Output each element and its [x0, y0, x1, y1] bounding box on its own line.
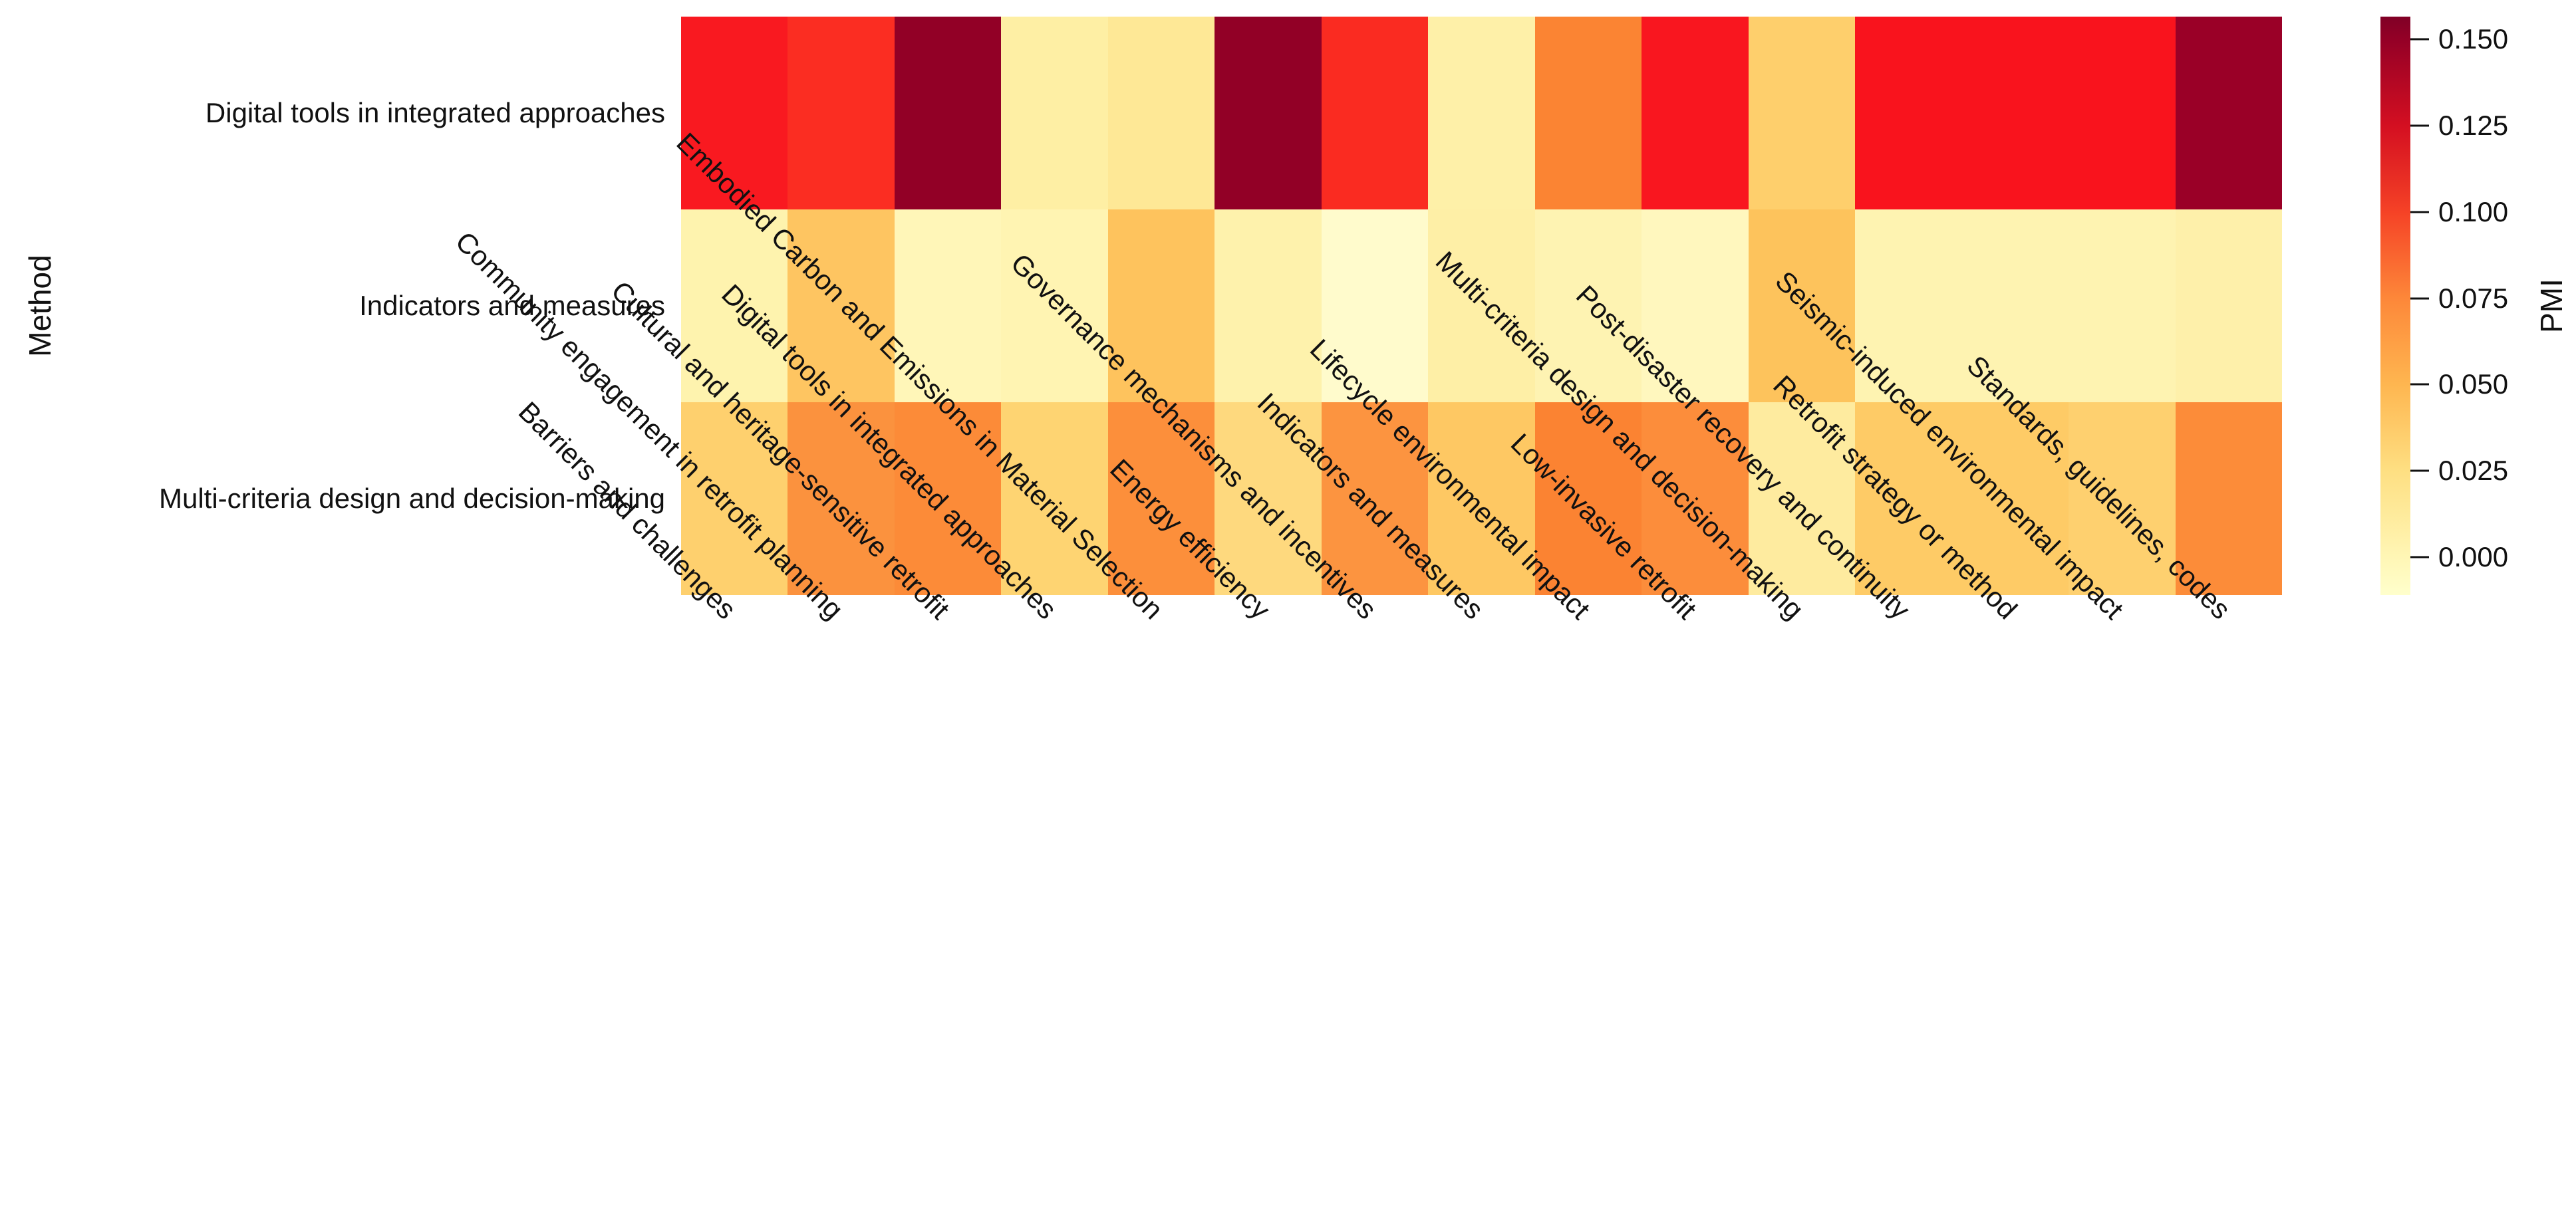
heatmap-cell: [1107, 17, 1215, 209]
heatmap-cell: [1428, 209, 1535, 402]
heatmap-grid: [681, 17, 2282, 595]
heatmap-cell: [2175, 209, 2282, 402]
heatmap-cell: [1534, 17, 1642, 209]
heatmap-cell: [1748, 402, 1856, 595]
y-tick-label: Multi-criteria design and decision-makin…: [158, 483, 665, 514]
heatmap-cell: [787, 17, 895, 209]
colorbar-title: PMI: [2534, 279, 2569, 333]
colorbar-tick-label: 0.150: [2438, 23, 2509, 55]
heatmap-cell: [1748, 17, 1856, 209]
colorbar-tick-mark: [2410, 383, 2429, 386]
heatmap-cell: [1321, 402, 1429, 595]
colorbar-tick-label: 0.050: [2438, 368, 2509, 400]
colorbar-gradient: [2380, 17, 2410, 595]
heatmap-cell: [894, 402, 1002, 595]
y-tick-label: Digital tools in integrated approaches: [205, 97, 665, 128]
heatmap-cell: [2069, 17, 2176, 209]
heatmap-cell: [1321, 17, 1429, 209]
heatmap-cell: [1642, 17, 1749, 209]
heatmap-cell: [1321, 209, 1429, 402]
colorbar-tick-mark: [2410, 469, 2429, 472]
colorbar-tick-label: 0.075: [2438, 282, 2509, 314]
heatmap-cell: [1961, 402, 2069, 595]
colorbar-tick-mark: [2410, 124, 2429, 127]
heatmap-cell: [2069, 209, 2176, 402]
heatmap-cell: [1001, 17, 1108, 209]
heatmap-cell: [1001, 209, 1108, 402]
heatmap-cell: [894, 17, 1002, 209]
heatmap-cell: [1428, 402, 1535, 595]
colorbar-tick-mark: [2410, 38, 2429, 41]
heatmap-cell: [1855, 17, 1962, 209]
heatmap-cell: [1001, 402, 1108, 595]
colorbar-tick-mark: [2410, 556, 2429, 558]
heatmap-cell: [1748, 209, 1856, 402]
heatmap-cell: [1642, 209, 1749, 402]
heatmap-cell: [894, 209, 1002, 402]
y-axis-title: Method: [23, 255, 57, 357]
colorbar-tick-label: 0.125: [2438, 109, 2509, 141]
heatmap-cell: [1107, 402, 1215, 595]
colorbar-tick-mark: [2410, 211, 2429, 213]
heatmap-cell: [1215, 402, 1322, 595]
heatmap-cell: [1534, 209, 1642, 402]
heatmap-cell: [1534, 402, 1642, 595]
heatmap-cell: [1855, 209, 1962, 402]
heatmap-cell: [2069, 402, 2176, 595]
heatmap-cell: [1961, 209, 2069, 402]
colorbar-tick-mark: [2410, 297, 2429, 299]
heatmap-cell: [1855, 402, 1962, 595]
heatmap-cell: [1428, 17, 1535, 209]
colorbar-tick-label: 0.000: [2438, 541, 2509, 572]
heatmap-cell: [787, 402, 895, 595]
heatmap-cell: [1961, 17, 2069, 209]
heatmap-cell: [787, 209, 895, 402]
y-tick-label: Indicators and measures: [359, 290, 665, 321]
heatmap-cell: [2175, 17, 2282, 209]
heatmap-cell: [1107, 209, 1215, 402]
heatmap-cell: [681, 17, 788, 209]
heatmap-cell: [1215, 209, 1322, 402]
heatmap-cell: [681, 209, 788, 402]
heatmap-cell: [1215, 17, 1322, 209]
heatmap-cell: [681, 402, 788, 595]
colorbar-tick-label: 0.100: [2438, 195, 2509, 227]
heatmap-cell: [2175, 402, 2282, 595]
colorbar-tick-label: 0.025: [2438, 455, 2509, 487]
heatmap-cell: [1642, 402, 1749, 595]
